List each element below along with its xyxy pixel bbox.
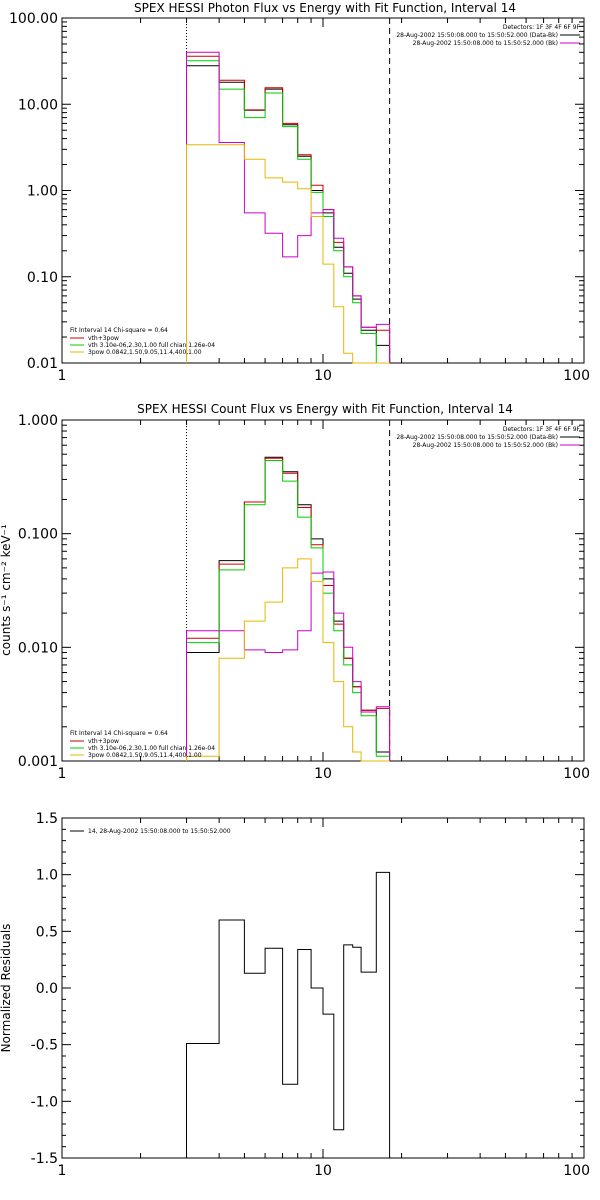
bk-interval-label: 28-Aug-2002 15:50:08.000 to 15:50:52.000… bbox=[413, 40, 558, 47]
y-tick-label: 0.100 bbox=[18, 527, 58, 543]
axis-ticks: 1 10 100 1.000 0.100 0.010 0.001 bbox=[18, 413, 590, 782]
x-tick-label: 100 bbox=[563, 766, 590, 782]
series-line bbox=[186, 65, 391, 363]
series-line bbox=[186, 457, 391, 761]
y-tick-label: 0.10 bbox=[27, 270, 58, 286]
x-tick-label: 10 bbox=[314, 1163, 332, 1179]
y-tick-label: -1.0 bbox=[31, 1094, 58, 1110]
bk-interval-label: 28-Aug-2002 15:50:08.000 to 15:50:52.000… bbox=[413, 442, 558, 449]
y-tick-label: 0.5 bbox=[36, 924, 58, 940]
series-line bbox=[186, 456, 391, 761]
fit-interval-label: Fit Interval 14 Chi-square = 0.64 bbox=[70, 327, 168, 334]
x-tick-label: 1 bbox=[58, 766, 67, 782]
panel-title: SPEX HESSI Count Flux vs Energy with Fit… bbox=[137, 402, 513, 416]
x-tick-label: 10 bbox=[314, 766, 332, 782]
legend-total: vth+3pow bbox=[88, 738, 119, 745]
reference-lines bbox=[186, 18, 391, 363]
series-line bbox=[186, 144, 390, 364]
x-tick-label: 100 bbox=[563, 1163, 590, 1179]
detectors-label: Detectors: 1F 3F 4F 6F 9F bbox=[503, 426, 581, 433]
x-tick-label: 10 bbox=[314, 368, 332, 384]
series-group bbox=[186, 871, 391, 1158]
series-line bbox=[186, 460, 391, 761]
count-flux-panel: SPEX HESSI Count Flux vs Energy with Fit… bbox=[0, 402, 590, 782]
residuals-panel: Normalized Residuals 1 10 100 1.5 1.0 0.5 0.0 -… bbox=[0, 811, 590, 1179]
x-tick-label: 1 bbox=[58, 1163, 67, 1179]
series-line bbox=[186, 60, 390, 364]
detectors-label: Detectors: 1F 3F 4F 6F 9F bbox=[503, 24, 581, 31]
data-interval-label: 28-Aug-2002 15:50:08.000 to 15:50:52.000… bbox=[396, 434, 558, 441]
panel-title: SPEX HESSI Photon Flux vs Energy with Fi… bbox=[134, 1, 516, 15]
legend-total: vth+3pow bbox=[88, 335, 119, 342]
series-group bbox=[186, 456, 391, 762]
y-axis-label: counts s⁻¹ cm⁻² keV⁻¹ bbox=[0, 524, 13, 656]
legend-vth: vth 3.10e-06,2.30,1.00 full chian 1.26e-… bbox=[88, 745, 215, 752]
series-line bbox=[186, 871, 391, 1158]
data-interval-label: 28-Aug-2002 15:50:08.000 to 15:50:52.000… bbox=[396, 32, 558, 39]
series-line bbox=[186, 571, 391, 761]
y-tick-label: 100.00 bbox=[9, 11, 58, 27]
y-tick-label: 0.01 bbox=[27, 356, 58, 372]
legend-3pow: 3pow 0.0842,1.50,9.05,11.4,400,1.00 bbox=[88, 349, 202, 356]
reference-lines bbox=[186, 420, 391, 761]
y-tick-label: 1.5 bbox=[36, 811, 58, 827]
axis-ticks: 1 10 100 1.5 1.0 0.5 0.0 -0.5 -1.0 -1.5 bbox=[31, 811, 590, 1179]
photon-flux-panel: SPEX HESSI Photon Flux vs Energy with Fi… bbox=[9, 1, 590, 384]
fit-interval-label: Fit Interval 14 Chi-square = 0.64 bbox=[70, 730, 168, 737]
y-tick-label: 0.0 bbox=[36, 981, 58, 997]
legend-3pow: 3pow 0.0842,1.50,9.05,11.4,400,1.00 bbox=[88, 752, 202, 759]
y-tick-label: 1.000 bbox=[18, 413, 58, 429]
y-tick-label: 1.00 bbox=[27, 184, 58, 200]
legend-vth: vth 3.10e-06,2.30,1.00 full chian 1.26e-… bbox=[88, 342, 215, 349]
y-tick-label: -0.5 bbox=[31, 1038, 58, 1054]
series-line bbox=[186, 558, 390, 762]
x-tick-label: 100 bbox=[563, 368, 590, 384]
x-tick-label: 1 bbox=[58, 368, 67, 384]
y-tick-label: 0.001 bbox=[18, 754, 58, 770]
series-line bbox=[186, 55, 391, 363]
y-tick-label: 10.00 bbox=[18, 97, 58, 113]
y-tick-label: 1.0 bbox=[36, 868, 58, 884]
axis-ticks: 1 10 100 100.00 10.00 1.00 0.10 0.01 bbox=[9, 11, 590, 384]
y-tick-label: 0.010 bbox=[18, 640, 58, 656]
y-axis-label: Normalized Residuals bbox=[0, 924, 13, 1053]
series-group bbox=[186, 51, 391, 364]
series-line bbox=[186, 51, 391, 363]
y-tick-label: -1.5 bbox=[31, 1151, 58, 1167]
residuals-legend: 14, 28-Aug-2002 15:50:08.000 to 15:50:52… bbox=[88, 828, 231, 835]
